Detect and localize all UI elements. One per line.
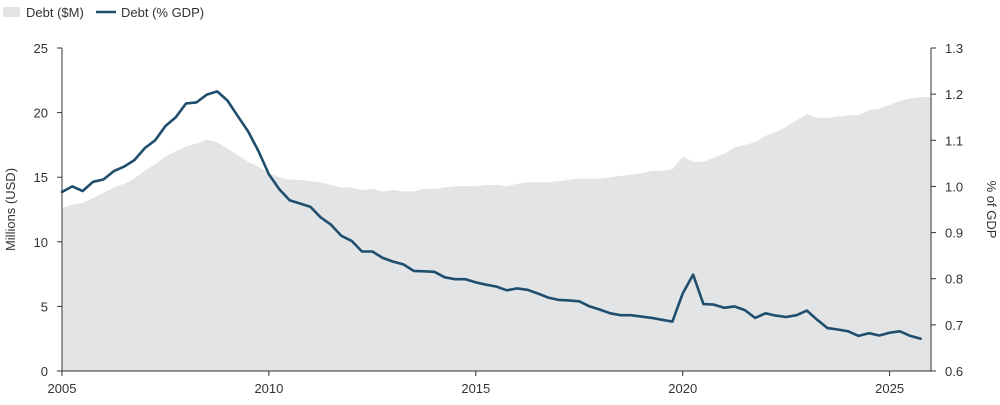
debt-gdp-line-series	[60, 90, 922, 340]
y-right-tick-label: 0.8	[945, 272, 963, 287]
y-right-axis-title: % of GDP	[984, 181, 999, 239]
y-right-tick-label: 0.6	[945, 364, 963, 379]
y-left-tick-label: 0	[41, 364, 48, 379]
legend-swatch-area	[3, 7, 20, 17]
legend-item-line: Debt (% GDP)	[96, 5, 204, 20]
legend-label-line: Debt (% GDP)	[121, 5, 204, 20]
y-right-tick-label: 0.7	[945, 318, 963, 333]
y-left-tick-label: 5	[41, 299, 48, 314]
y-left-tick-label: 20	[34, 106, 48, 121]
y-left-tick-label: 10	[34, 235, 48, 250]
x-tick-label: 2025	[875, 381, 904, 396]
y-right-tick-label: 1.3	[945, 41, 963, 56]
y-right-tick-label: 1.0	[945, 179, 963, 194]
y-left-tick-label: 15	[34, 170, 48, 185]
legend-label-area: Debt ($M)	[26, 5, 84, 20]
x-tick-label: 2010	[254, 381, 283, 396]
legend-item-area: Debt ($M)	[3, 5, 84, 20]
legend: Debt ($M) Debt (% GDP)	[3, 5, 204, 20]
y-right-tick-label: 0.9	[945, 226, 963, 241]
y-left-axis-title: Millions (USD)	[3, 168, 18, 251]
x-tick-label: 2005	[48, 381, 77, 396]
y-left-axis: 0 5 10 15 20 25	[34, 41, 63, 379]
x-tick-label: 2015	[461, 381, 490, 396]
y-right-tick-label: 1.1	[945, 133, 963, 148]
y-right-tick-label: 1.2	[945, 87, 963, 102]
plot-area	[60, 90, 931, 371]
x-axis: 2005 2010 2015 2020 2025	[48, 370, 931, 396]
y-left-tick-label: 25	[34, 41, 48, 56]
y-right-axis: 0.6 0.7 0.8 0.9 1.0 1.1 1.2 1.3	[930, 41, 963, 379]
debt-area-series	[62, 97, 931, 371]
x-tick-label: 2020	[668, 381, 697, 396]
